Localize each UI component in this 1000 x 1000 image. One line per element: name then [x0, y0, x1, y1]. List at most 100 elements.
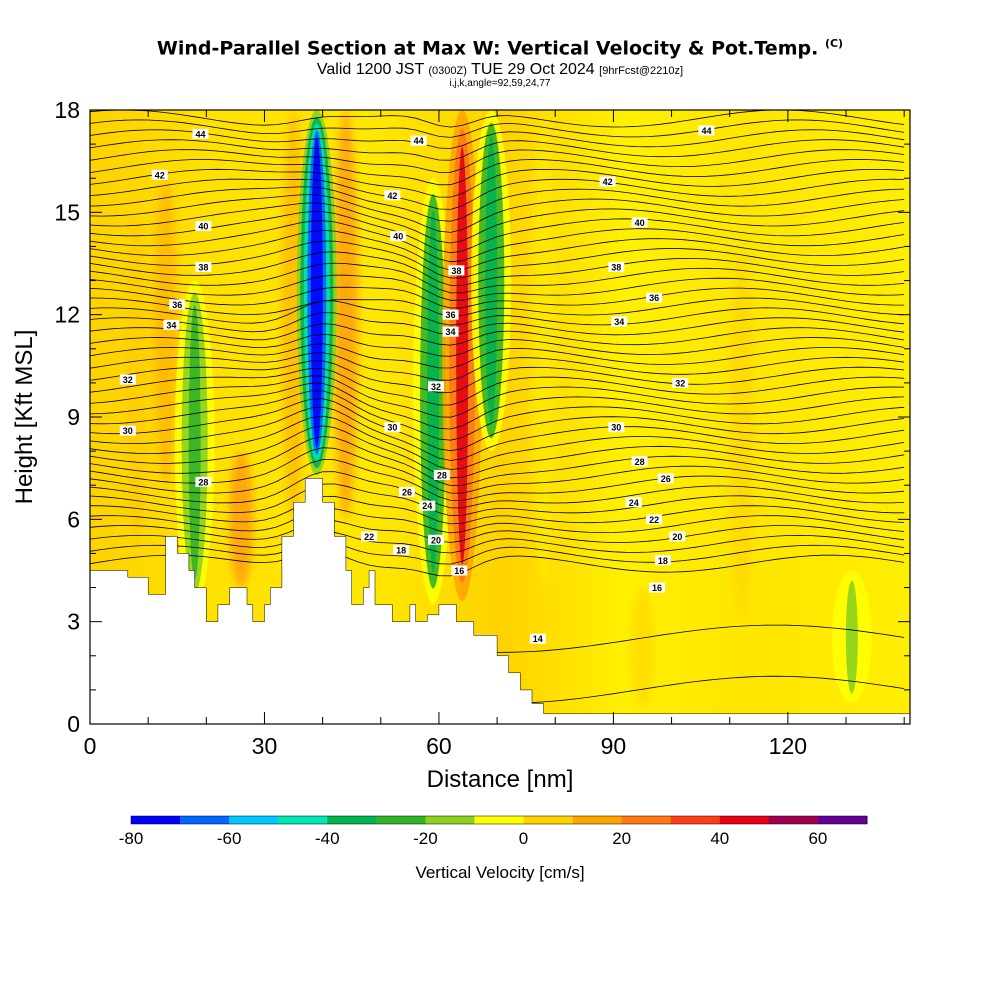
isentrope-label-bg [631, 456, 648, 467]
velocity-band [229, 451, 254, 588]
colorbar-tick-label: 40 [710, 829, 729, 848]
isentrope-label-bg [192, 128, 209, 139]
isentrope-line [90, 406, 905, 461]
colorbar-swatch [670, 816, 721, 824]
isentrope-label: 24 [629, 498, 639, 508]
isentrope-label-bg [428, 534, 445, 545]
isentrope-line [90, 495, 905, 525]
isentrope-label: 18 [658, 556, 668, 566]
isentrope-label-bg [419, 500, 436, 511]
isentrope-label: 38 [451, 266, 461, 276]
isentrope-label: 24 [422, 501, 432, 511]
colorbar-swatch [474, 816, 525, 824]
isentrope-label: 34 [446, 327, 456, 337]
x-tick-label: 60 [426, 733, 452, 759]
isentrope-label: 22 [649, 515, 659, 525]
chart-title-text: Wind-Parallel Section at Max W: Vertical… [156, 37, 819, 60]
velocity-band [729, 246, 754, 622]
isentrope-label-bg [698, 125, 715, 136]
isentrope-label-bg [625, 497, 642, 508]
chart-subtitle: Valid 1200 JST (0300Z) TUE 29 Oct 2024 [… [0, 61, 1000, 79]
isentrope-line [90, 312, 905, 336]
isentrope-label-bg [169, 299, 186, 310]
x-tick-label: 30 [252, 733, 278, 759]
velocity-band [531, 110, 556, 588]
valid-time: Valid 1200 JST [316, 61, 424, 78]
chart-title-mark: (C) [824, 37, 844, 50]
colorbar-swatch [278, 816, 328, 824]
colorbar-tick-label: -60 [217, 829, 242, 848]
colorbar-tick-label: -20 [413, 829, 438, 848]
velocity-band [153, 178, 178, 486]
colorbar-tick-label: 0 [519, 829, 528, 848]
isentrope-label-bg [646, 292, 663, 303]
isentrope-label: 36 [649, 293, 659, 303]
isentrope-label: 18 [396, 546, 406, 556]
isentrope-line [90, 149, 905, 173]
isentrope-label-bg [451, 565, 468, 576]
isentrope-line [90, 508, 905, 534]
isentrope-line [90, 360, 905, 394]
isentrope-line [90, 531, 905, 554]
colorbar-swatch [180, 816, 230, 824]
isentrope-label-bg [195, 476, 212, 487]
isentrope-line [90, 186, 905, 222]
colorbar-swatch [719, 816, 770, 824]
y-tick-label: 18 [54, 97, 80, 123]
isentrope-line [90, 168, 905, 198]
isentrope-line [90, 139, 905, 161]
isentrope-label: 36 [446, 310, 456, 320]
isentrope-line [90, 519, 905, 543]
isentrope-line [90, 541, 905, 565]
isentrope-line [90, 483, 905, 517]
isentrope-label-bg [119, 425, 136, 436]
isentrope-label: 22 [364, 532, 374, 542]
isentrope-label: 32 [431, 382, 441, 392]
isentrope-label-bg [608, 422, 625, 433]
colorbar-swatch [425, 816, 475, 824]
isentrope-label-bg [398, 487, 415, 498]
isentrope-label-bg [672, 377, 689, 388]
isentrope-label-bg [442, 326, 459, 337]
colorbar-tick-label: -80 [119, 829, 144, 848]
x-tick-label: 90 [601, 733, 627, 759]
isentrope-label-bg [163, 319, 180, 330]
isentrope-label: 20 [431, 535, 441, 545]
isentrope-line [90, 382, 905, 430]
isentrope-line [90, 390, 905, 441]
isentrope-label: 28 [635, 457, 645, 467]
isentrope-label: 42 [387, 191, 397, 201]
isentrope-line [90, 398, 905, 452]
isentrope-line [90, 550, 905, 577]
chart-title: Wind-Parallel Section at Max W: Vertical… [0, 37, 1000, 59]
y-tick-label: 9 [67, 404, 80, 430]
isentrope-line [90, 436, 905, 487]
isentrope-line [90, 459, 905, 501]
isentrope-label: 38 [611, 262, 621, 272]
isentrope-label: 34 [614, 317, 624, 327]
isentrope-label-bg [195, 220, 212, 231]
isentrope-label-bg [119, 374, 136, 385]
velocity-band [630, 587, 655, 707]
isentrope-line [90, 262, 905, 294]
isentrope-label: 36 [172, 300, 182, 310]
isentrope-label: 26 [661, 474, 671, 484]
isentrope-label-bg [529, 633, 546, 644]
updraft-plume [485, 135, 498, 426]
colorbar-tick-label: 60 [808, 829, 827, 848]
y-axis-label: Height [Kft MSL] [11, 329, 38, 505]
isentrope-label: 40 [393, 232, 403, 242]
isentrope-label: 32 [123, 375, 133, 385]
isentrope-label: 40 [198, 221, 208, 231]
x-axis-label: Distance [nm] [426, 766, 574, 793]
isentrope-label: 44 [701, 126, 711, 136]
x-tick-label: 0 [84, 733, 97, 759]
y-tick-label: 0 [67, 711, 80, 737]
isentrope-line [90, 300, 905, 326]
colorbar-frame [130, 815, 868, 825]
isentrope-label-bg [361, 531, 378, 542]
isentrope-line [90, 119, 905, 138]
isentrope-line [90, 343, 905, 369]
field-group: 44 44 44 42 42 42 40 40 40 38 38 38 36 36 36 34 34 34 32 32… [90, 110, 910, 724]
